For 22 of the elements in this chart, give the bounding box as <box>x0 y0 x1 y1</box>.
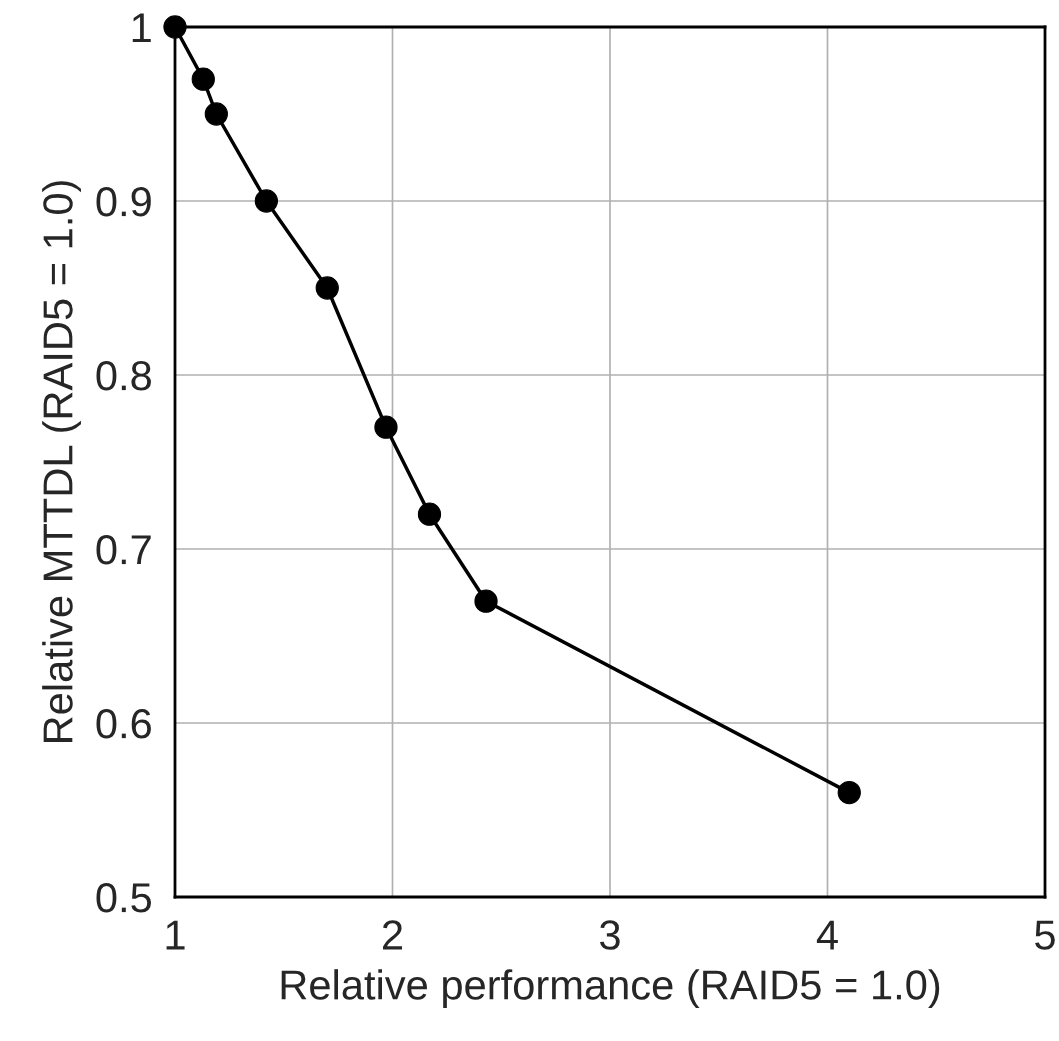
y-tick-label: 0.5 <box>96 883 152 913</box>
x-tick-label: 5 <box>1035 920 1055 950</box>
point <box>315 276 339 300</box>
point <box>254 189 278 213</box>
point <box>191 67 215 91</box>
y-tick-label: 0.9 <box>96 187 151 217</box>
point <box>163 15 187 39</box>
x-tick-label: 1 <box>166 920 185 950</box>
x-tick-label: 2 <box>383 920 402 950</box>
y-tick-label: 0.6 <box>96 709 151 739</box>
x-tick-label: 4 <box>816 920 838 950</box>
x-tick-label: 3 <box>600 920 620 950</box>
point <box>204 102 228 126</box>
y-tick-label: 0.8 <box>96 361 151 391</box>
point <box>837 780 861 805</box>
x-axis-title: Relative performance (RAID5 = 1.0) <box>281 969 940 1009</box>
point <box>374 415 398 439</box>
y-axis-title: Relative MTTDL (RAID5 = 1.0) <box>42 181 81 743</box>
y-tick-label: 1 <box>132 13 151 43</box>
point <box>417 502 442 526</box>
y-tick-label: 0.7 <box>96 535 151 565</box>
point <box>474 589 498 613</box>
